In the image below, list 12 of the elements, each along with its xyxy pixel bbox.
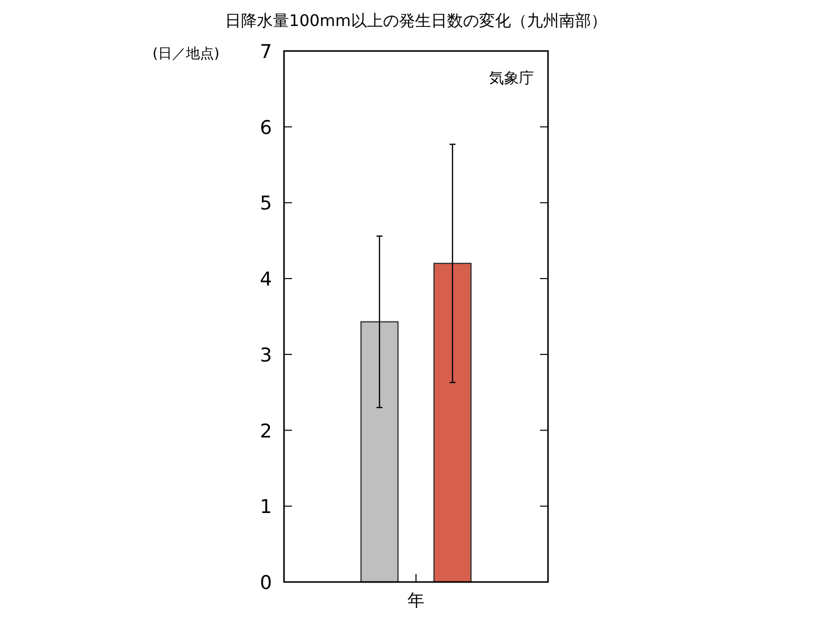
y-tick-label: 7 <box>260 41 272 63</box>
y-tick-label: 2 <box>260 420 272 442</box>
annotation: 気象庁 <box>489 69 534 87</box>
y-axis-title: (日／地点) <box>152 46 220 62</box>
y-tick-label: 4 <box>260 268 272 291</box>
chart-title: 日降水量100mm以上の発生日数の変化（九州南部） <box>225 11 607 30</box>
y-tick-label: 5 <box>260 192 272 215</box>
y-tick-label: 6 <box>260 116 272 139</box>
y-tick-label: 1 <box>260 496 272 518</box>
y-tick-label: 3 <box>260 344 272 366</box>
y-tick-label: 0 <box>260 572 272 594</box>
x-axis-title: 年 <box>408 591 424 611</box>
